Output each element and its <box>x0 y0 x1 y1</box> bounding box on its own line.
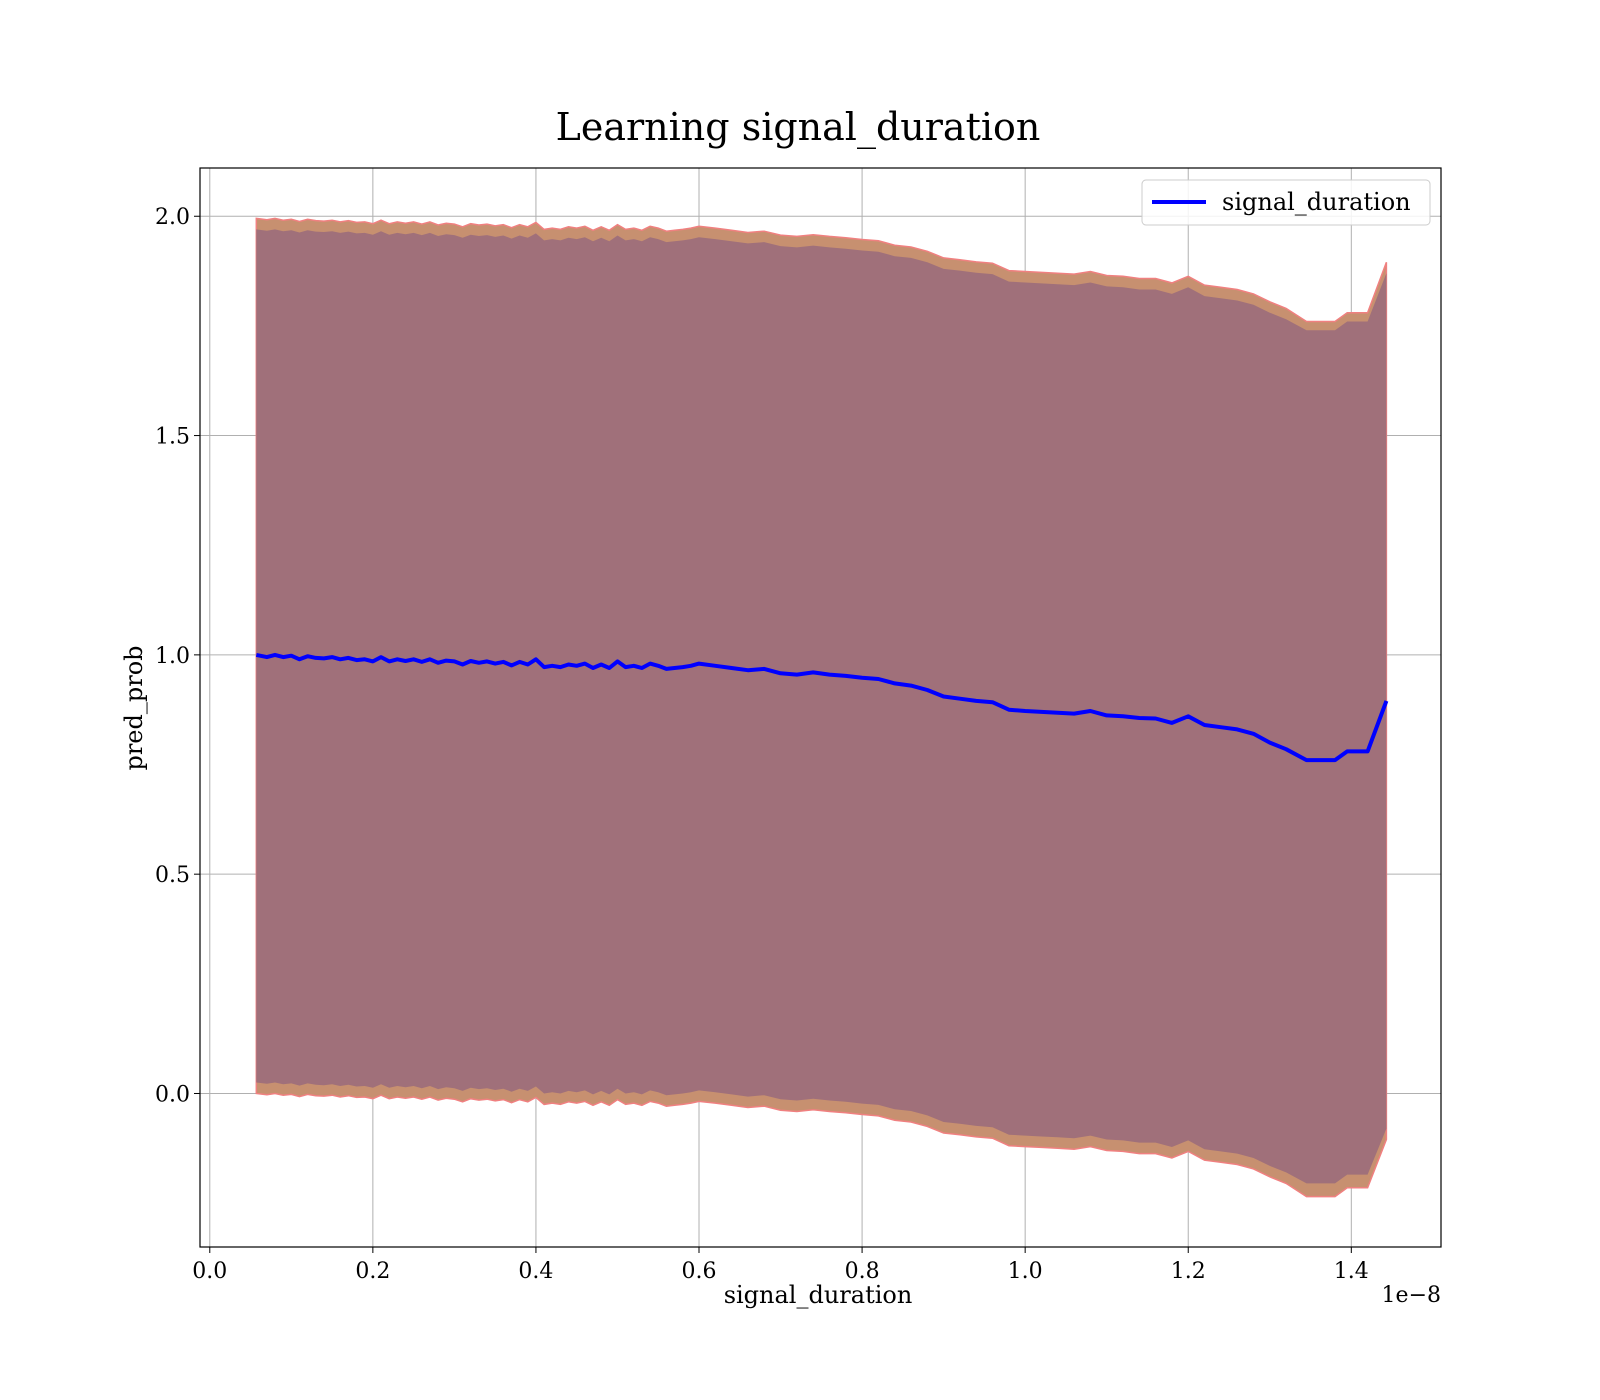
x-tick-label-7: 1.4 <box>1334 1259 1369 1284</box>
x-tick-label-0: 0.0 <box>192 1259 227 1284</box>
x-axis-offset-label: 1e−8 <box>1382 1283 1441 1308</box>
y-tick-label-4: 2.0 <box>155 205 190 230</box>
y-axis-label: pred_prob <box>120 645 148 770</box>
tick-layer: 0.0 0.2 0.4 0.6 0.8 1.0 1.2 1.4 0.0 0.5 1.0 1.5 2.0 <box>155 205 1369 1284</box>
x-tick-label-3: 0.6 <box>682 1259 717 1284</box>
x-tick-label-4: 0.8 <box>845 1259 880 1284</box>
x-tick-label-6: 1.2 <box>1171 1259 1206 1284</box>
band-layer <box>255 217 1388 1198</box>
series-line-signal-duration <box>255 652 1389 763</box>
legend-box <box>1141 179 1431 226</box>
legend: signal_duration <box>1141 179 1431 226</box>
inner-confidence-band <box>256 229 1387 1184</box>
x-axis-label: signal_duration <box>724 1281 913 1309</box>
line-layer <box>255 652 1389 763</box>
y-tick-label-0: 0.0 <box>155 1082 190 1107</box>
plot-area-frame <box>199 167 1442 1248</box>
y-tick-label-2: 1.0 <box>155 644 190 669</box>
chart-title: Learning signal_duration <box>556 105 1041 150</box>
legend-entry-label: signal_duration <box>1222 188 1411 216</box>
y-tick-label-1: 0.5 <box>155 863 190 888</box>
x-tick-label-1: 0.2 <box>355 1259 390 1284</box>
x-tick-label-5: 1.0 <box>1008 1259 1043 1284</box>
x-tick-label-2: 0.4 <box>518 1259 553 1284</box>
y-tick-label-3: 1.5 <box>155 425 190 450</box>
